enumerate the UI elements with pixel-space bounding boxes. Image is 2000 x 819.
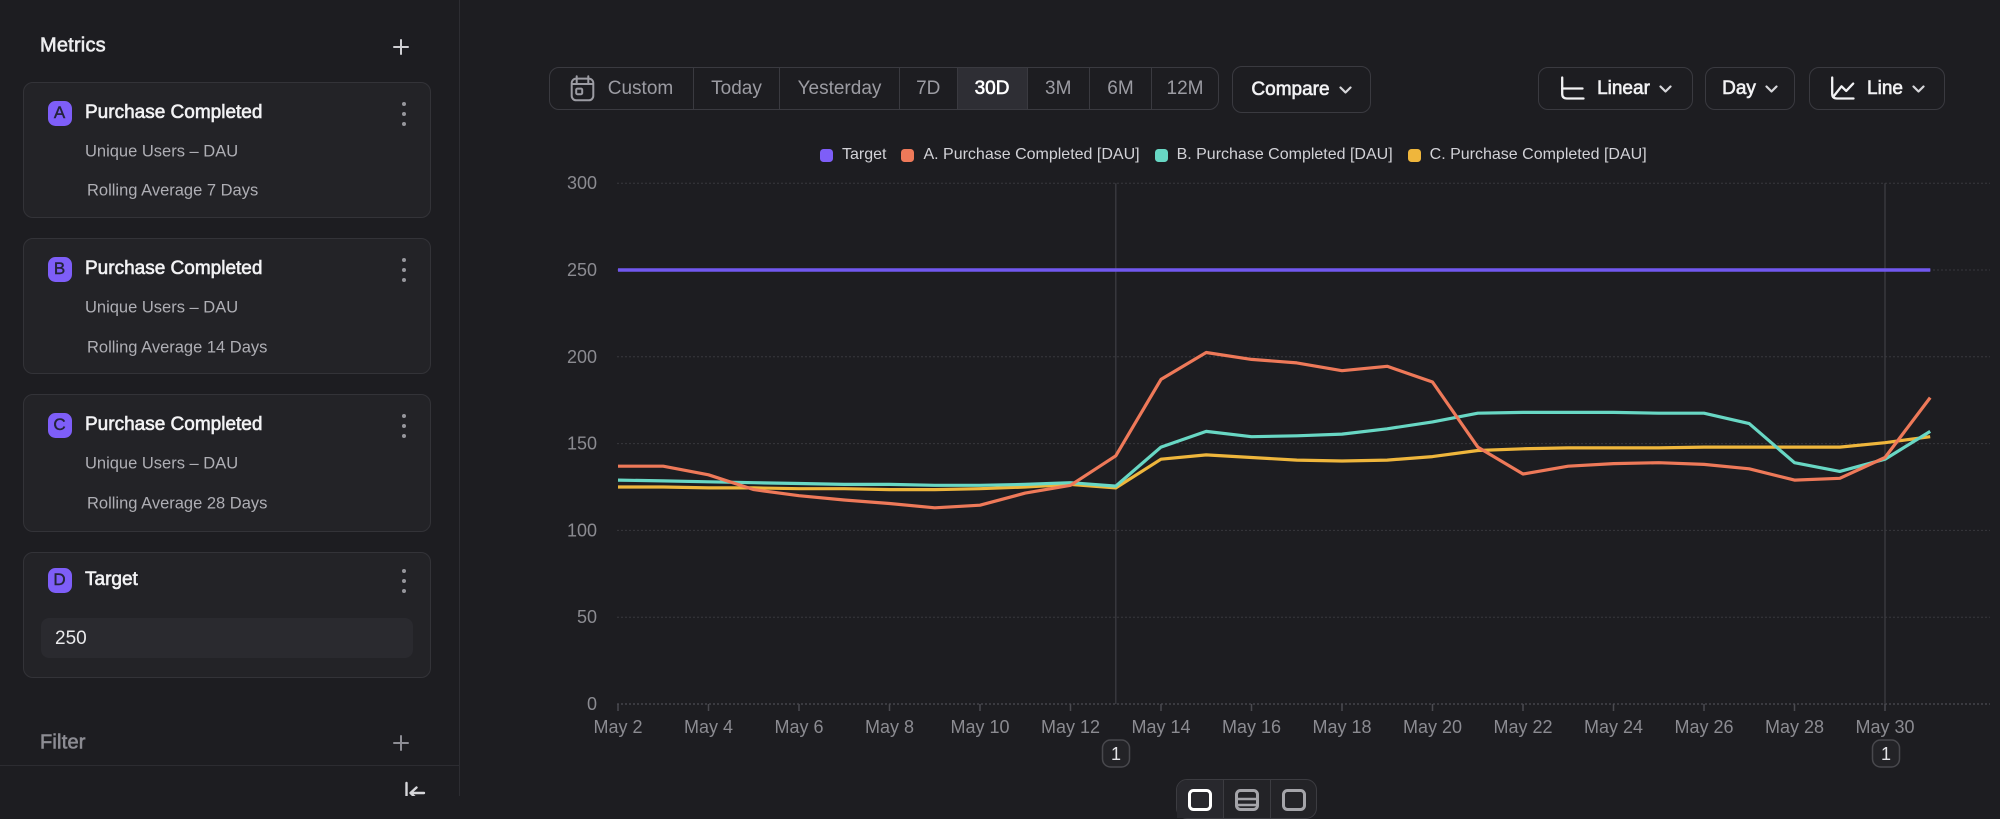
- svg-text:May 6: May 6: [774, 717, 823, 737]
- svg-text:May 18: May 18: [1312, 717, 1371, 737]
- svg-text:150: 150: [567, 434, 597, 454]
- svg-text:300: 300: [567, 173, 597, 193]
- svg-text:May 30: May 30: [1855, 717, 1914, 737]
- svg-text:May 12: May 12: [1041, 717, 1100, 737]
- svg-text:May 28: May 28: [1765, 717, 1824, 737]
- svg-text:May 26: May 26: [1674, 717, 1733, 737]
- svg-text:May 14: May 14: [1131, 717, 1190, 737]
- svg-text:May 10: May 10: [950, 717, 1009, 737]
- svg-text:50: 50: [577, 607, 597, 627]
- svg-text:May 24: May 24: [1584, 717, 1643, 737]
- svg-text:100: 100: [567, 520, 597, 540]
- svg-text:May 2: May 2: [593, 717, 642, 737]
- svg-text:200: 200: [567, 347, 597, 367]
- svg-text:May 4: May 4: [684, 717, 733, 737]
- svg-text:May 22: May 22: [1493, 717, 1552, 737]
- svg-text:250: 250: [567, 260, 597, 280]
- svg-text:May 16: May 16: [1222, 717, 1281, 737]
- svg-text:0: 0: [587, 694, 597, 714]
- svg-text:May 8: May 8: [865, 717, 914, 737]
- svg-text:1: 1: [1111, 744, 1121, 764]
- svg-text:1: 1: [1881, 744, 1891, 764]
- svg-text:May 20: May 20: [1403, 717, 1462, 737]
